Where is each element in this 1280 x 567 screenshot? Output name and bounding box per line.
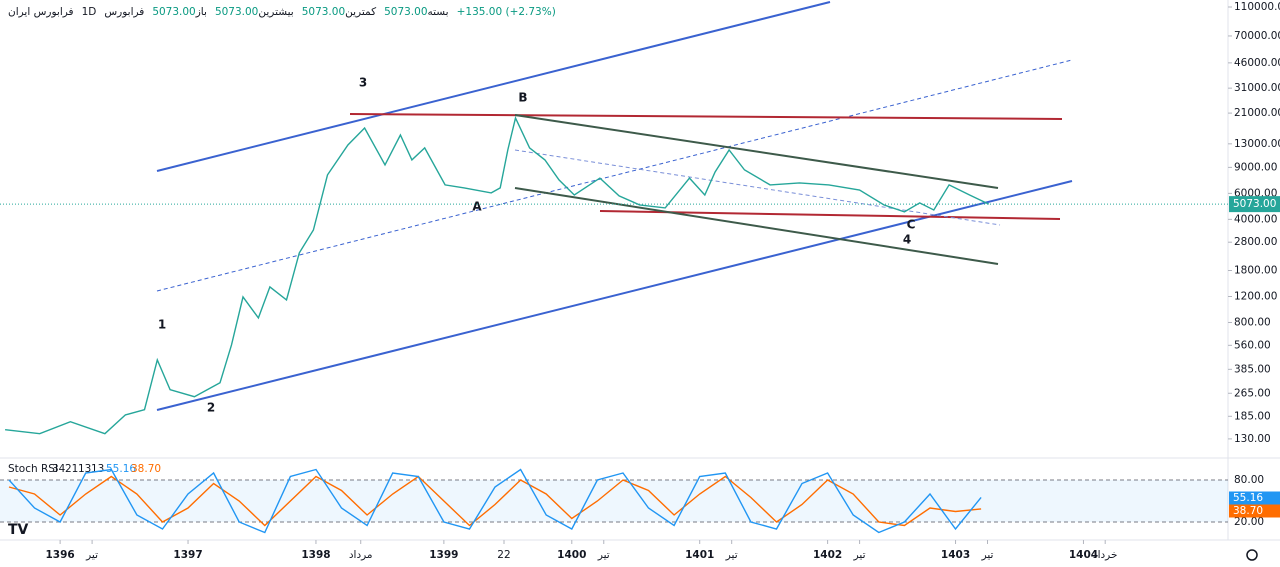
- value-box: [1229, 491, 1280, 505]
- change: +135.00 (+2.73%): [456, 6, 556, 18]
- y-tick-label: 46000.00: [1234, 57, 1280, 69]
- stat-value: 5073.00: [384, 6, 428, 18]
- y-tick-label: 185.00: [1234, 410, 1271, 422]
- wave-label: A: [472, 200, 482, 214]
- symbol: فرابورس ایران: [8, 6, 74, 18]
- wave-label: B: [518, 91, 527, 105]
- x-tick-label: 1400: [557, 549, 586, 561]
- x-tick-label: تیر: [853, 549, 866, 561]
- price-line: [5, 115, 990, 435]
- x-tick-label: خرداد: [1093, 549, 1118, 561]
- y-tick-label: 2800.00: [1234, 236, 1277, 248]
- stat-value: 5073.00: [152, 6, 196, 18]
- trend-line: [514, 149, 1001, 226]
- wave-label: 1: [158, 318, 166, 332]
- x-tick-label: 1401: [685, 549, 714, 561]
- y-tick-label: 4000.00: [1234, 213, 1277, 225]
- x-tick-label: 1403: [941, 549, 970, 561]
- indicator-param: 13: [91, 463, 104, 475]
- y-tick-label: 13000.00: [1234, 138, 1280, 150]
- y-tick-label: 110000.00: [1234, 1, 1280, 13]
- wave-label: C: [907, 218, 916, 232]
- stat: باز5073.00: [152, 6, 207, 18]
- y-tick-label: 21000.00: [1234, 107, 1280, 119]
- x-tick-label: 1396: [46, 549, 75, 561]
- x-tick-label: تیر: [597, 549, 610, 561]
- stat: کمترین5073.00: [302, 6, 376, 18]
- x-tick-label: 1402: [813, 549, 842, 561]
- indicator-value: 55.16: [106, 463, 136, 475]
- y-tick-label: 265.00: [1234, 387, 1271, 399]
- stat-value: 5073.00: [214, 6, 259, 18]
- trend-line: [599, 210, 1061, 220]
- value-label: 55.16: [1233, 492, 1263, 504]
- y-tick-label: 385.00: [1234, 363, 1271, 375]
- settings-icon[interactable]: [1246, 549, 1258, 561]
- trend-line: [349, 113, 1063, 120]
- interval: 1D: [81, 6, 97, 18]
- y-tick-label: 1200.00: [1234, 290, 1277, 302]
- indicator-param: 21: [65, 463, 78, 475]
- value-label: 38.70: [1233, 505, 1263, 517]
- last-price-label: 5073.00: [1233, 198, 1276, 210]
- x-tick-label: 1399: [429, 549, 458, 561]
- exchange: فرابورس: [104, 6, 145, 18]
- wave-label: 2: [207, 401, 215, 415]
- value-box: [1229, 504, 1280, 518]
- x-tick-label: 22: [497, 549, 510, 561]
- y-tick-label: 800.00: [1234, 316, 1271, 328]
- y-tick-label: 1800.00: [1234, 265, 1277, 277]
- last-price-box: [1229, 196, 1280, 213]
- y-tick-label: 20.00: [1234, 516, 1264, 528]
- stoch-line: [8, 468, 982, 534]
- wave-label: 4: [903, 233, 911, 247]
- x-tick-label: تیر: [725, 549, 738, 561]
- stat-value: 5073.00: [301, 6, 346, 18]
- x-tick-label: 1397: [173, 549, 202, 561]
- y-tick-label: 80.00: [1234, 474, 1264, 486]
- y-tick-label: 560.00: [1234, 339, 1271, 351]
- x-tick-label: 1398: [301, 549, 330, 561]
- y-tick-label: 70000.00: [1234, 30, 1280, 42]
- trend-line: [156, 1, 831, 172]
- stat-label: باز: [195, 6, 207, 18]
- stat-label: بسته: [427, 6, 449, 18]
- x-tick-label: مرداد: [349, 549, 373, 561]
- indicator-title: Stoch RSI: [8, 463, 58, 475]
- stat: بسته5073.00: [384, 6, 449, 18]
- logo[interactable]: TV: [8, 522, 29, 538]
- drawings: [156, 1, 1073, 411]
- indicator-param: 34: [52, 463, 66, 475]
- y-tick-label: 9000.00: [1234, 161, 1277, 173]
- trend-line: [156, 59, 1073, 292]
- indicator-value: 38.70: [131, 463, 161, 475]
- y-tick-label: 31000.00: [1234, 82, 1280, 94]
- stat-label: کمترین: [345, 6, 377, 18]
- wave-label: 3: [359, 76, 367, 90]
- legend-header: فرابورس ایران 1D فرابورس باز5073.00 بیشت…: [8, 6, 556, 18]
- trend-line: [514, 114, 999, 189]
- x-tick-label: تیر: [981, 549, 994, 561]
- stat-label: بیشترین: [258, 6, 294, 18]
- x-tick-label: 1404: [1069, 549, 1098, 561]
- y-tick-label: 130.00: [1234, 433, 1271, 445]
- band: [0, 480, 1228, 522]
- trend-line: [514, 187, 999, 265]
- trend-line: [156, 180, 1073, 411]
- stat: بیشترین5073.00: [215, 6, 294, 18]
- x-tick-label: تیر: [85, 549, 98, 561]
